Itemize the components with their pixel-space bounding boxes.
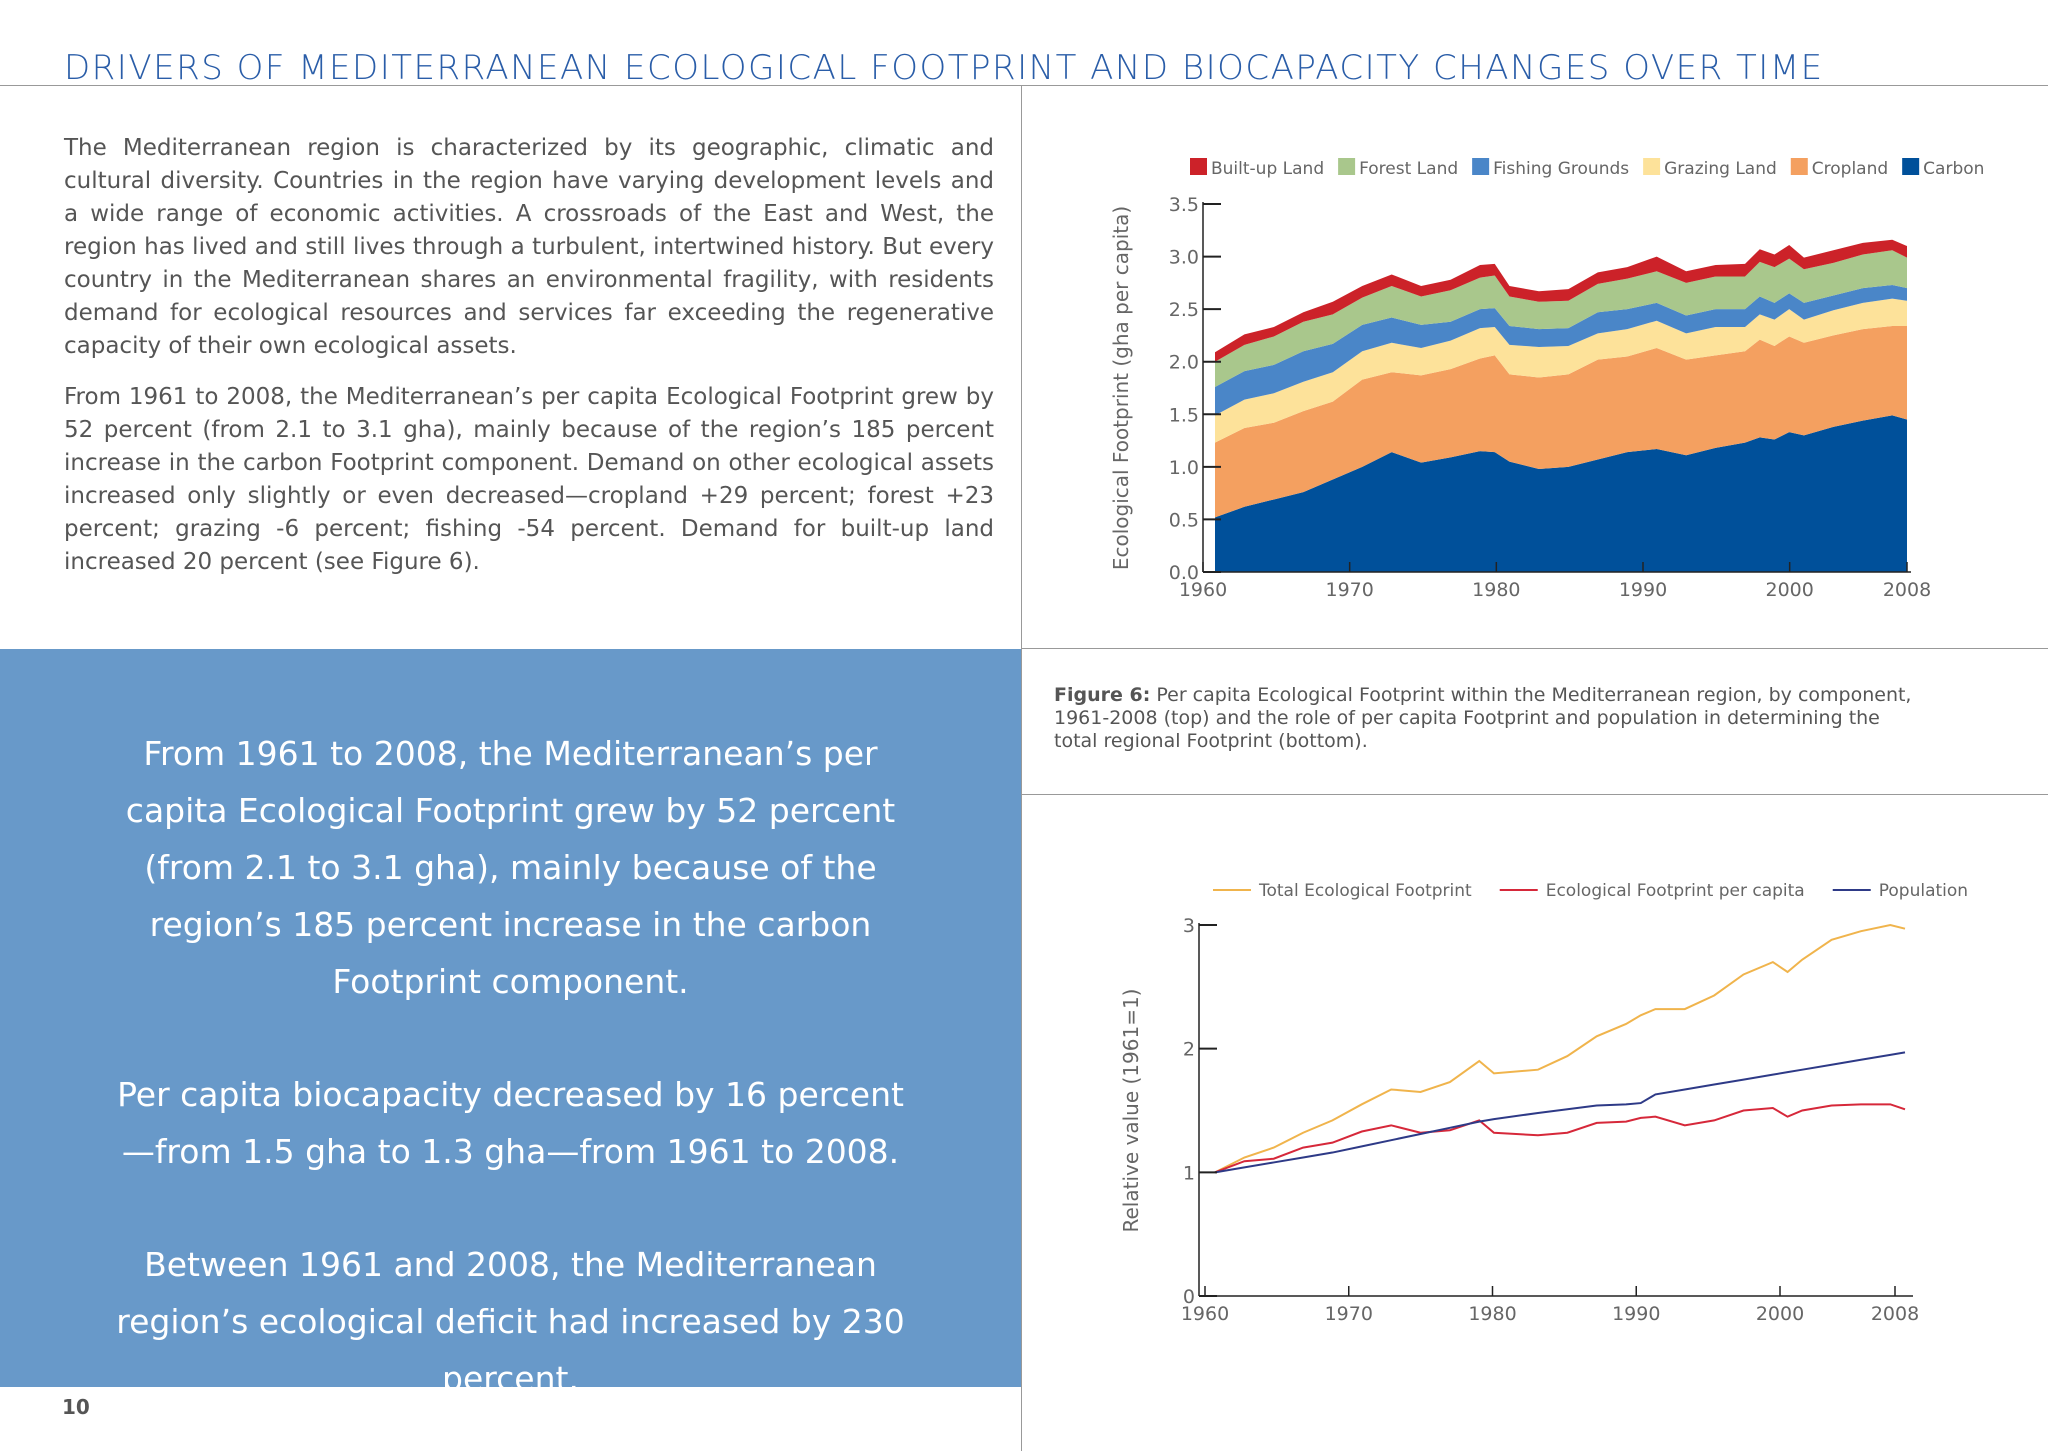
- legend-swatch: [1472, 158, 1490, 175]
- chart1-y-axis-label: Ecological Footprint (gha per capita): [1109, 206, 1133, 570]
- callout-text: Per capita biocapacity decreased by 16 p…: [117, 1075, 904, 1171]
- legend-swatch: [1643, 158, 1661, 175]
- caption-label: Figure 6:: [1054, 684, 1151, 706]
- chart1-x-tick-label: 1980: [1472, 579, 1520, 601]
- legend-label: Carbon: [1923, 159, 1984, 179]
- chart-divider-top: [1021, 648, 2048, 649]
- legend-label: Cropland: [1812, 159, 1888, 179]
- legend-label: Built-up Land: [1211, 159, 1324, 179]
- caption-text: Per capita Ecological Footprint within t…: [1054, 684, 1912, 752]
- column-divider: [1021, 85, 1022, 1451]
- title-rule: [0, 85, 2048, 86]
- callout-text: From 1961 to 2008, the Mediterranean’s p…: [125, 734, 896, 1001]
- area-grazing-land: [1215, 298, 1907, 443]
- legend-swatch: [1190, 158, 1207, 175]
- chart1-y-tick-label: 1.0: [1169, 457, 1199, 479]
- line-ecological-footprint-per-capita: [1214, 1103, 1906, 1174]
- chart2-x-tick-label: 1970: [1325, 1303, 1373, 1325]
- body-paragraph: The Mediterranean region is characterize…: [64, 135, 994, 359]
- chart2-x-tick-label: 2008: [1871, 1303, 1919, 1325]
- legend-label: Fishing Grounds: [1493, 159, 1629, 179]
- chart2-y-tick-label: 3: [1183, 915, 1195, 937]
- chart1-x-tick-label: 1960: [1179, 579, 1227, 601]
- legend-label: Forest Land: [1359, 159, 1458, 179]
- area-fishing-grounds: [1215, 284, 1907, 416]
- legend-swatch: [1902, 158, 1920, 175]
- line-population: [1214, 1051, 1906, 1174]
- chart2-x-tick-label: 1990: [1612, 1303, 1660, 1325]
- page-title: DRIVERS OF MEDITERRANEAN ECOLOGICAL FOOT…: [64, 48, 1824, 88]
- area-carbon: [1215, 415, 1907, 572]
- page-number: 10: [62, 1395, 90, 1419]
- chart2-y-axis-label: Relative value (1961=1): [1119, 989, 1143, 1233]
- chart1-y-tick-label: 1.5: [1169, 404, 1199, 426]
- callout-box: From 1961 to 2008, the Mediterranean’s p…: [0, 649, 1021, 1398]
- legend-label: Total Ecological Footprint: [1258, 881, 1472, 901]
- area-cropland: [1215, 325, 1907, 518]
- chart1-x-tick-label: 2000: [1765, 579, 1813, 601]
- chart2-y-tick-label: 2: [1183, 1039, 1195, 1061]
- chart1-x-tick-label: 1990: [1619, 579, 1667, 601]
- legend-label: Grazing Land: [1664, 159, 1777, 179]
- line-total-ecological-footprint: [1214, 923, 1906, 1174]
- chart1-x-tick-label: 1970: [1325, 579, 1373, 601]
- callout-text: Between 1961 and 2008, the Mediterranean…: [116, 1245, 905, 1398]
- legend-swatch: [1338, 158, 1356, 175]
- legend-label: Ecological Footprint per capita: [1546, 881, 1805, 901]
- chart1-y-tick-label: 2.0: [1169, 352, 1199, 374]
- chart1-x-tick-label: 2008: [1883, 579, 1931, 601]
- area-forest-land: [1215, 250, 1907, 387]
- chart2-y-tick-label: 1: [1183, 1162, 1195, 1184]
- body-text: The Mediterranean region is characterize…: [64, 132, 994, 597]
- chart1-y-tick-label: 2.5: [1169, 299, 1199, 321]
- chart1-y-tick-label: 0.5: [1169, 509, 1199, 531]
- chart1-y-tick-label: 3.0: [1169, 247, 1199, 269]
- area-built-up-land: [1215, 239, 1907, 362]
- legend-swatch: [1790, 158, 1808, 175]
- chart2-y-tick-label: 0: [1183, 1286, 1195, 1308]
- legend-label: Population: [1879, 881, 1968, 901]
- chart1-y-tick-label: 3.5: [1169, 194, 1199, 216]
- figure-caption: Figure 6: Per capita Ecological Footprin…: [1054, 684, 1924, 753]
- chart2-x-tick-label: 1960: [1181, 1303, 1229, 1325]
- chart2-x-tick-label: 1980: [1468, 1303, 1516, 1325]
- chart2-x-tick-label: 2000: [1756, 1303, 1804, 1325]
- body-paragraph: From 1961 to 2008, the Mediterranean’s p…: [64, 384, 994, 575]
- chart1-y-tick-label: 0.0: [1169, 562, 1199, 584]
- chart-divider-bottom: [1021, 794, 2048, 795]
